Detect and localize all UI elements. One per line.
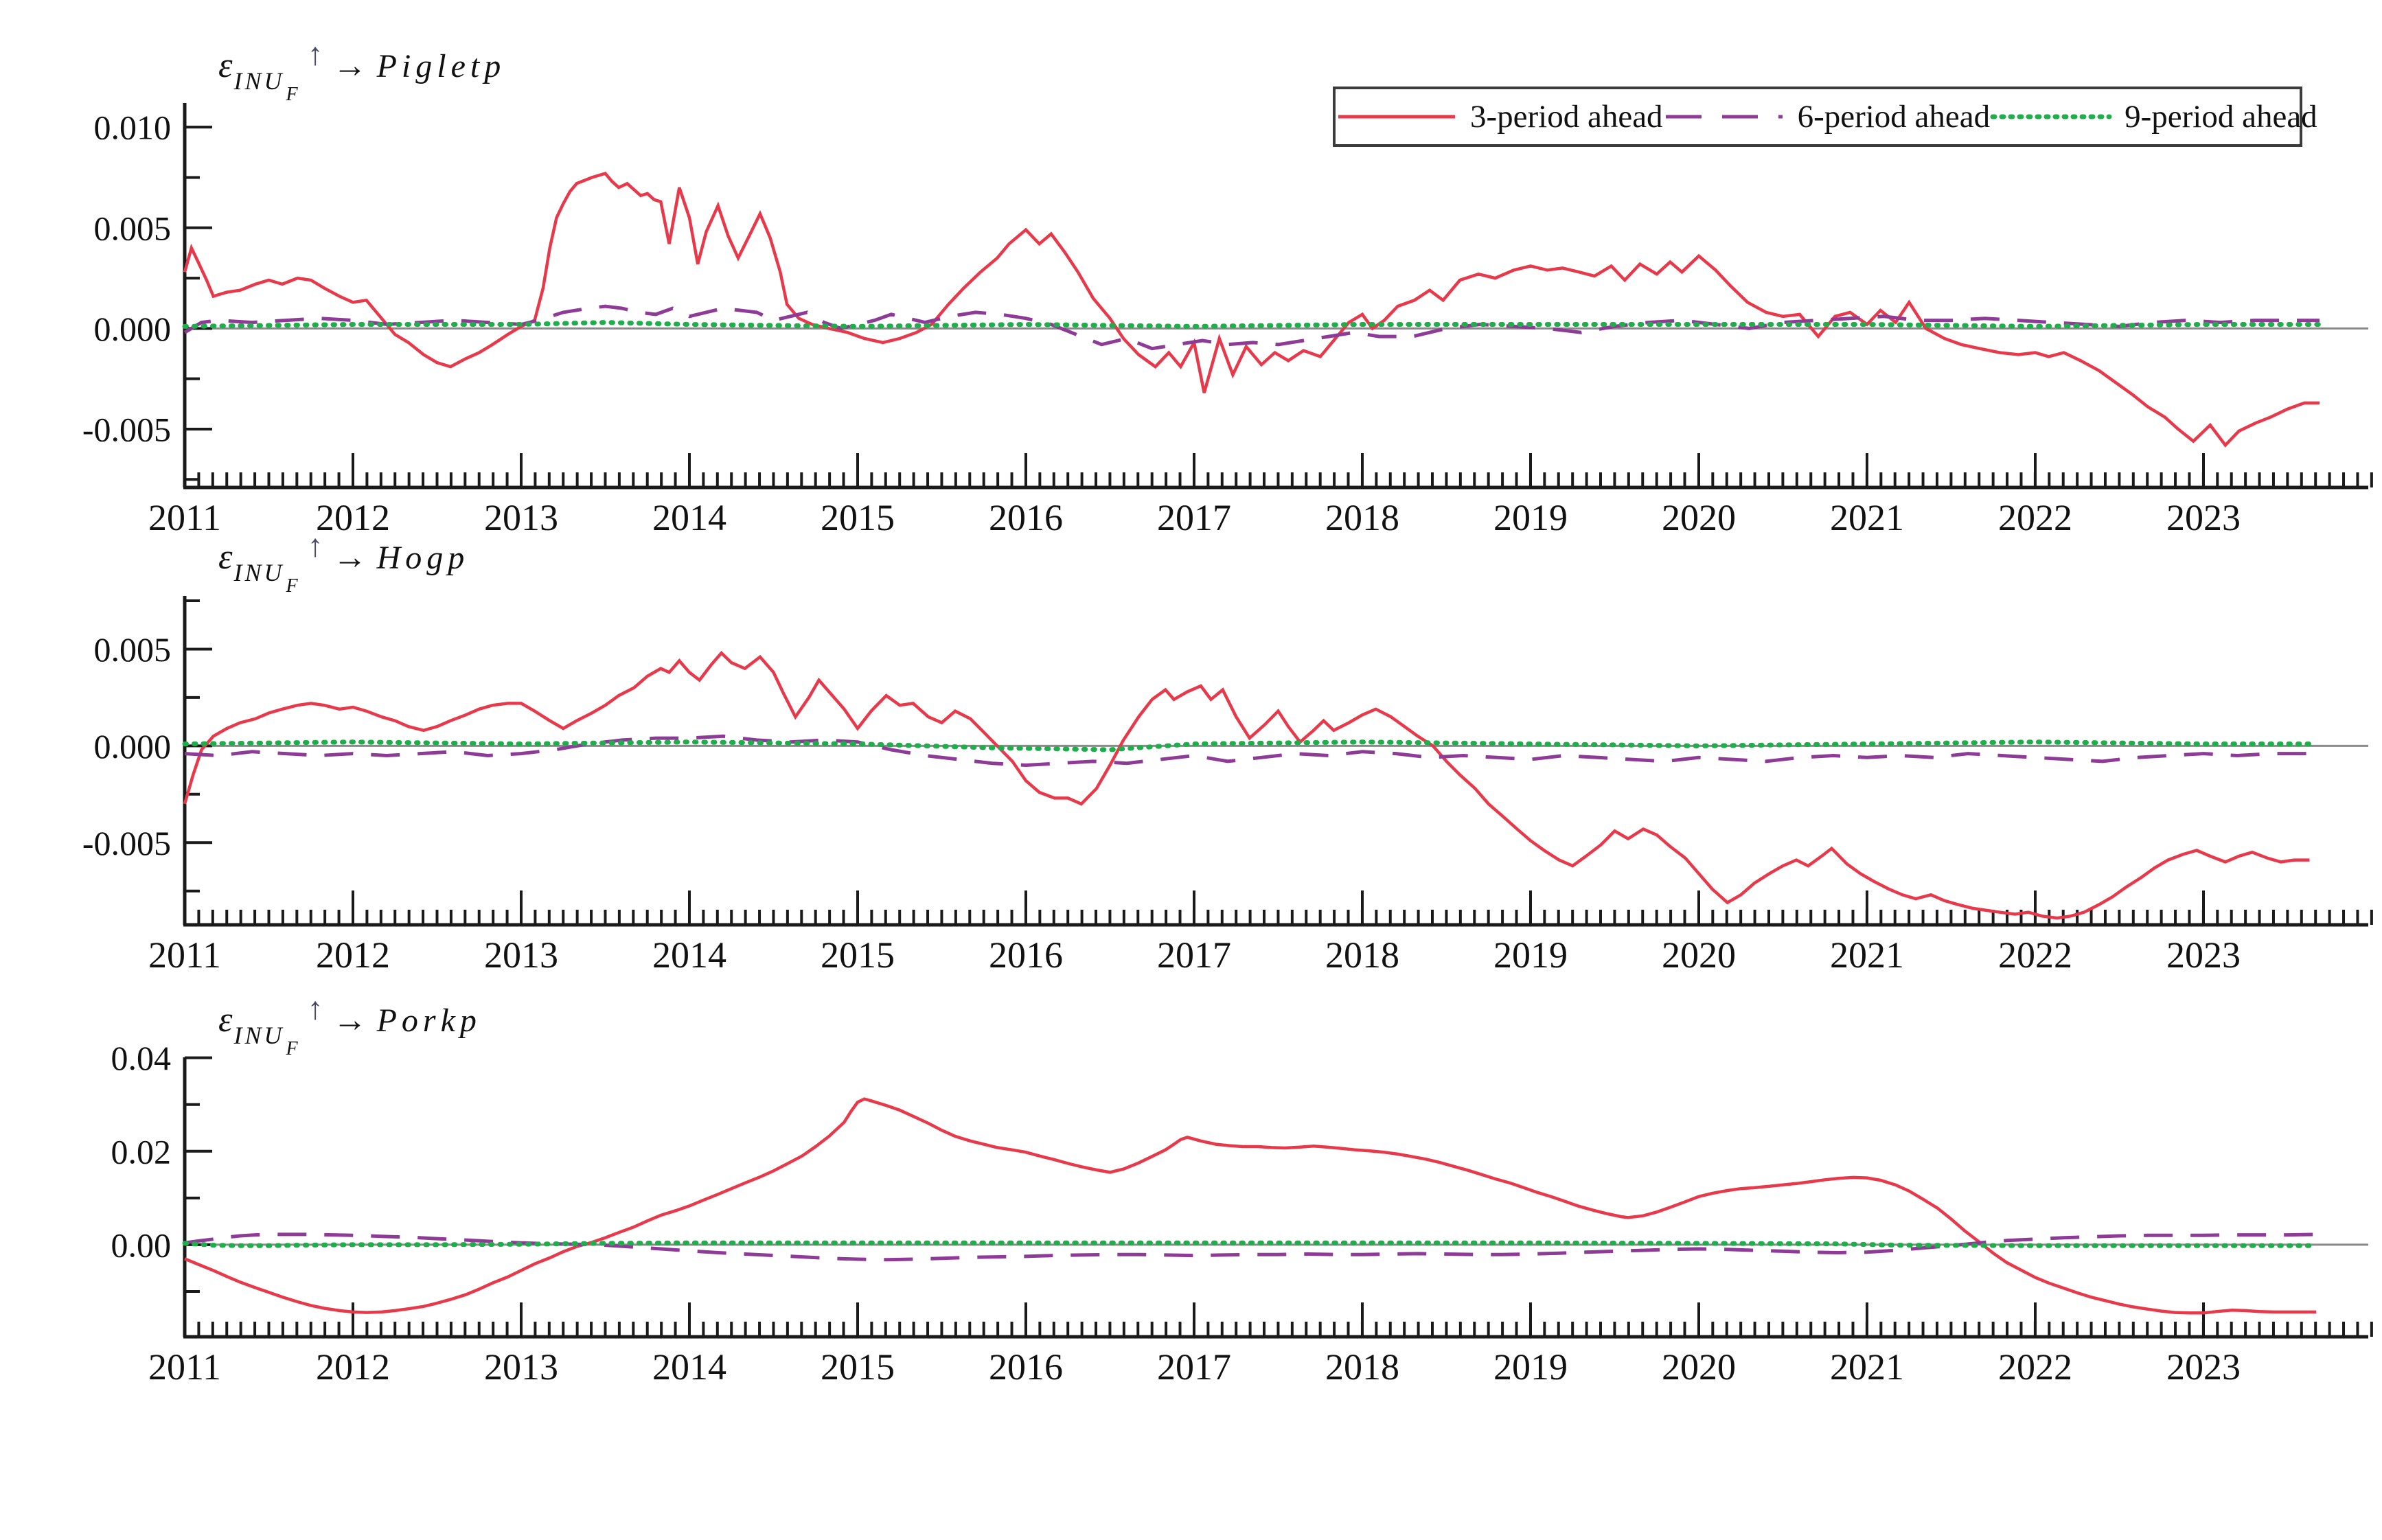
subplot-title: εINUF↑ → Hogp: [218, 528, 469, 597]
x-tick-label: 2014: [652, 1346, 726, 1388]
x-tick-label: 2019: [1493, 1346, 1568, 1388]
x-tick-label: 2018: [1325, 497, 1399, 538]
x-tick-label: 2021: [1830, 1346, 1904, 1388]
y-tick-label: -0.005: [82, 824, 171, 862]
series-line-9-period-ahead: [182, 1240, 2319, 1248]
x-tick-label: 2014: [652, 934, 726, 976]
legend-label: 9-period ahead: [2125, 99, 2317, 135]
x-tick-label: 2019: [1493, 497, 1568, 538]
x-tick-label: 2013: [484, 1346, 558, 1388]
x-tick-label: 2018: [1325, 1346, 1399, 1388]
x-tick-label: 2015: [821, 934, 895, 976]
x-tick-label: 2016: [989, 497, 1063, 538]
x-tick-label: 2023: [2166, 497, 2241, 538]
series-line-6-period-ahead: [184, 734, 2310, 768]
subplot-title: εINUF↑ → Porkp: [218, 991, 481, 1059]
x-tick-label: 2022: [1998, 934, 2072, 976]
x-tick-label: 2017: [1157, 934, 1231, 976]
x-tick-label: 2021: [1830, 497, 1904, 538]
series-line-9-period-ahead: [182, 320, 2322, 329]
series-line-6-period-ahead: [183, 304, 2320, 351]
series-line-3-period-ahead: [183, 650, 2310, 920]
x-tick-label: 2016: [989, 934, 1063, 976]
series-line-9-period-ahead: [182, 739, 2312, 752]
x-tick-label: 2021: [1830, 934, 1904, 976]
x-tick-label: 2013: [484, 497, 558, 538]
x-tick-label: 2022: [1998, 497, 2072, 538]
y-tick-label: 0.04: [111, 1039, 172, 1077]
y-tick-label: 0.000: [94, 727, 172, 766]
x-tick-label: 2014: [652, 497, 726, 538]
x-tick-label: 2015: [821, 497, 895, 538]
subplot-3: 0.04 0.02 0.00 2011 2012 2013 2014 2015 2016 2017…: [111, 991, 2373, 1388]
x-tick-label: 2020: [1662, 934, 1736, 976]
legend-line-dotted: [1990, 114, 2112, 119]
x-tick-label: 2018: [1325, 934, 1399, 976]
x-tick-label: 2011: [148, 497, 221, 538]
y-tick-label: 0.00: [111, 1226, 172, 1264]
y-tick-label: 0.005: [94, 209, 172, 247]
y-tick-label: 0.005: [94, 630, 172, 669]
subplot-title: εINUF↑ → Pigletp: [218, 36, 505, 105]
x-tick-label: 2016: [989, 1346, 1063, 1388]
legend-line-solid: [1338, 115, 1455, 119]
y-tick-label: 0.02: [111, 1132, 172, 1171]
y-tick-label: -0.005: [82, 410, 171, 448]
legend-box: 3-period ahead 6-period ahead 9-period a…: [1333, 87, 2317, 147]
y-tick-label: 0.010: [94, 108, 172, 147]
legend-item-3-period: 3-period ahead: [1336, 98, 1663, 135]
x-tick-label: 2020: [1662, 497, 1736, 538]
y-tick-label: 0.000: [94, 310, 172, 348]
x-tick-label: 2017: [1157, 1346, 1231, 1388]
subplot-1: 0.010 0.005 0.000 -0.005 2011 2012 2013 2014 201…: [82, 36, 2373, 538]
legend-item-9-period: 9-period ahead: [1990, 98, 2317, 135]
legend-line-dashed: [1665, 115, 1783, 119]
x-tick-label: 2023: [2166, 934, 2241, 976]
legend-label: 3-period ahead: [1470, 99, 1663, 135]
x-tick-label: 2020: [1662, 1346, 1736, 1388]
x-tick-label: 2019: [1493, 934, 1568, 976]
subplot-2: 0.005 0.000 -0.005 2011 2012 2013 2014 2015 2016…: [82, 528, 2373, 976]
x-tick-label: 2015: [821, 1346, 895, 1388]
x-tick-label: 2012: [316, 934, 390, 976]
x-tick-label: 2022: [1998, 1346, 2072, 1388]
x-tick-label: 2012: [316, 497, 390, 538]
series-line-3-period-ahead: [183, 172, 2320, 448]
x-tick-label: 2012: [316, 1346, 390, 1388]
x-tick-label: 2011: [148, 934, 221, 976]
series-line-3-period-ahead: [184, 1097, 2317, 1315]
legend-label: 6-period ahead: [1797, 99, 1991, 135]
legend-item-6-period: 6-period ahead: [1663, 98, 1991, 135]
x-tick-label: 2011: [148, 1346, 221, 1388]
x-tick-label: 2023: [2166, 1346, 2241, 1388]
x-tick-label: 2017: [1157, 497, 1231, 538]
x-tick-label: 2013: [484, 934, 558, 976]
